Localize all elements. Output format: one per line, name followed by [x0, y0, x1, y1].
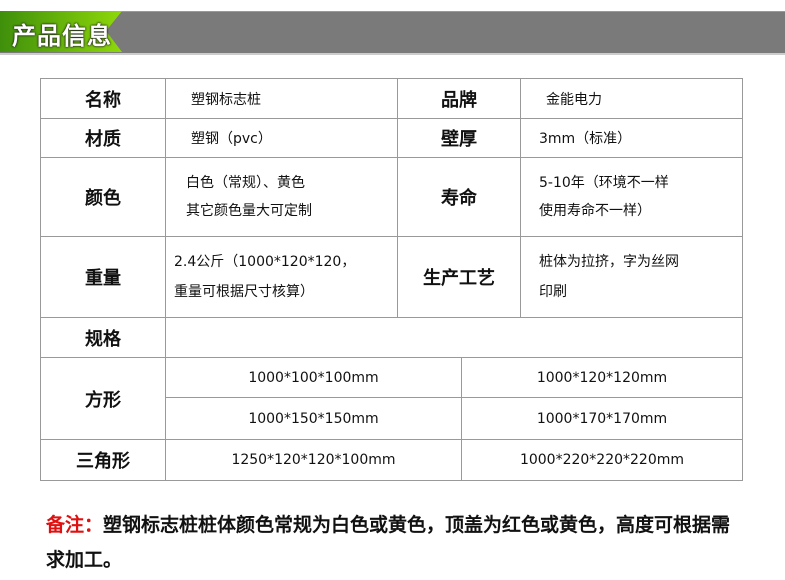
- text-line: 使用寿命不一样）: [539, 203, 651, 219]
- table-row: 材质 塑钢（pvc） 壁厚 3mm（标准）: [40, 118, 743, 158]
- table-row: 颜色 白色（常规）、黄色 其它颜色量大可定制 寿命 5-10年（环境不一样 使用寿命…: [40, 157, 743, 237]
- label-name: 名称: [40, 78, 166, 119]
- label-material: 材质: [40, 118, 166, 158]
- value-material: 塑钢（pvc）: [165, 118, 398, 158]
- label-brand: 品牌: [397, 78, 521, 119]
- value-color: 白色（常规）、黄色 其它颜色量大可定制: [165, 157, 398, 237]
- header-banner: [0, 11, 785, 55]
- label-spec: 规格: [40, 317, 166, 358]
- label-square: 方形: [40, 357, 166, 440]
- spec-value: 1000*100*100mm: [165, 357, 462, 398]
- table-row: 规格: [40, 317, 743, 358]
- spec-value: 1000*170*170mm: [461, 397, 743, 440]
- label-process: 生产工艺: [397, 236, 521, 318]
- text-line: 桩体为拉挤，字为丝网: [539, 254, 679, 270]
- spec-empty: [165, 317, 743, 358]
- table-row: 三角形 1250*120*120*100mm 1000*220*220*220m…: [40, 439, 743, 481]
- label-lifespan: 寿命: [397, 157, 521, 237]
- text-line: 其它颜色量大可定制: [186, 203, 312, 219]
- spec-value: 1250*120*120*100mm: [165, 439, 462, 481]
- text-line: 5-10年（环境不一样: [539, 175, 669, 191]
- header-tag: [0, 11, 122, 52]
- label-thickness: 壁厚: [397, 118, 521, 158]
- value-weight: 2.4公斤（1000*120*120， 重量可根据尺寸核算）: [165, 236, 398, 318]
- label-triangle: 三角形: [40, 439, 166, 481]
- text-line: 印刷: [539, 284, 567, 300]
- note-text: 塑钢标志桩桩体颜色常规为白色或黄色，顶盖为红色或黄色，高度可根据需求加工。: [46, 514, 731, 571]
- text-line: 白色（常规）、黄色: [186, 175, 305, 191]
- spec-value: 1000*150*150mm: [165, 397, 462, 440]
- table-row: 重量 2.4公斤（1000*120*120， 重量可根据尺寸核算） 生产工艺 桩体…: [40, 236, 743, 318]
- value-lifespan: 5-10年（环境不一样 使用寿命不一样）: [520, 157, 743, 237]
- note: 备注：塑钢标志桩桩体颜色常规为白色或黄色，顶盖为红色或黄色，高度可根据需求加工。: [46, 508, 746, 578]
- text-line: 2.4公斤（1000*120*120，: [174, 254, 356, 270]
- spec-table: 方形 1000*100*100mm 1000*120*120mm 1000*15…: [40, 357, 743, 481]
- table-row: 名称 塑钢标志桩 品牌 金能电力: [40, 78, 743, 119]
- text-line: 重量可根据尺寸核算）: [174, 284, 314, 300]
- note-label: 备注：: [46, 514, 104, 536]
- header-title: 产品信息: [12, 22, 112, 50]
- value-thickness: 3mm（标准）: [520, 118, 743, 158]
- product-info-table: 名称 塑钢标志桩 品牌 金能电力 材质 塑钢（pvc） 壁厚 3mm（标准） 颜…: [40, 78, 743, 358]
- value-process: 桩体为拉挤，字为丝网 印刷: [520, 236, 743, 318]
- value-name: 塑钢标志桩: [165, 78, 398, 119]
- table-row: 方形 1000*100*100mm 1000*120*120mm: [40, 357, 743, 440]
- label-color: 颜色: [40, 157, 166, 237]
- label-weight: 重量: [40, 236, 166, 318]
- spec-value: 1000*120*120mm: [461, 357, 743, 398]
- spec-value: 1000*220*220*220mm: [461, 439, 743, 481]
- value-brand: 金能电力: [520, 78, 743, 119]
